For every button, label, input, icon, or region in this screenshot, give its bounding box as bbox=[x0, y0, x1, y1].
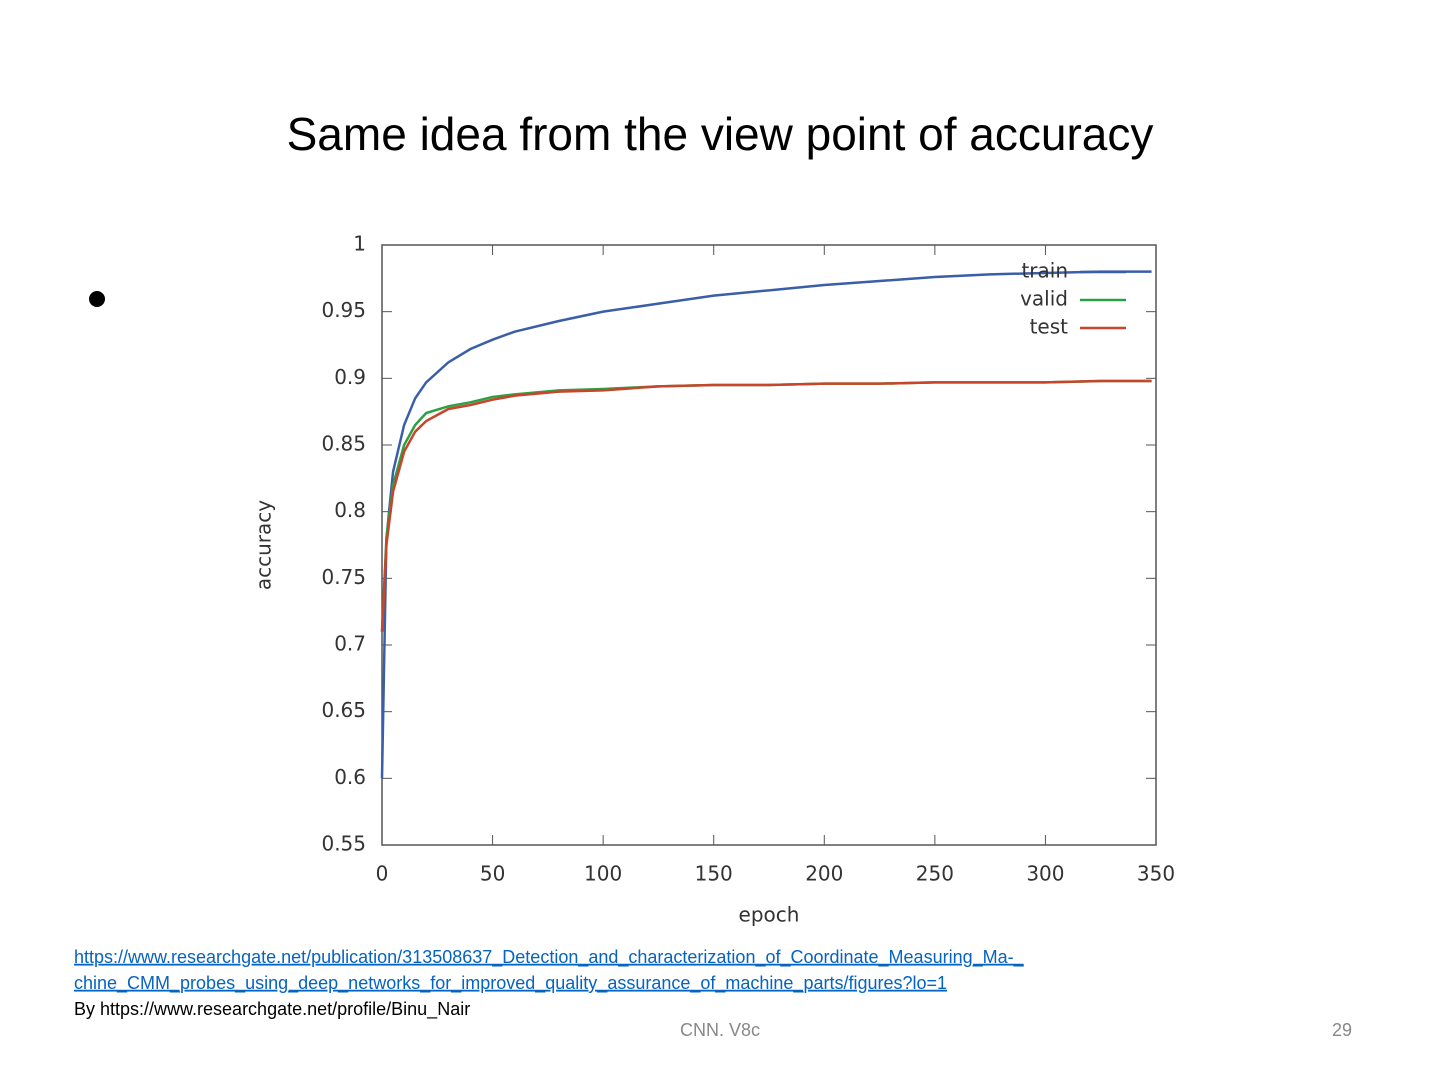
y-tick-label: 0.95 bbox=[321, 298, 366, 322]
line-series bbox=[380, 270, 1152, 779]
x-tick-label: 50 bbox=[480, 862, 505, 886]
y-tick-label: 1 bbox=[353, 232, 366, 256]
y-tick-label: 0.85 bbox=[321, 432, 366, 456]
y-tick-label: 0.8 bbox=[334, 498, 366, 522]
page-number: 29 bbox=[1332, 1020, 1352, 1040]
x-axis-label: epoch bbox=[739, 903, 800, 927]
chart: 0.55 0.6 0.65 0.7 0.75 0.8 0.85 0.9 0.95 1 0 50 100 1… bbox=[252, 232, 1176, 927]
x-tick-label: 200 bbox=[805, 862, 843, 886]
legend-label: valid bbox=[1020, 287, 1068, 311]
slide-title: Same idea from the view point of accurac… bbox=[287, 108, 1154, 160]
x-tick-label: 350 bbox=[1137, 862, 1175, 886]
attribution: By https://www.researchgate.net/profile/… bbox=[74, 999, 470, 1020]
y-tick-label: 0.9 bbox=[334, 365, 366, 389]
x-tick-label: 300 bbox=[1026, 862, 1064, 886]
bullet bbox=[89, 291, 105, 307]
line-series bbox=[380, 379, 1152, 632]
legend-label: train bbox=[1021, 259, 1068, 283]
y-tick-label: 0.65 bbox=[321, 698, 366, 722]
x-tick-label: 250 bbox=[916, 862, 954, 886]
source-link[interactable]: chine_CMM_probes_using_deep_networks_for… bbox=[74, 973, 947, 994]
y-tick-label: 0.7 bbox=[334, 632, 366, 656]
x-tick-label: 150 bbox=[695, 862, 733, 886]
footer: CNN. V8c bbox=[680, 1020, 760, 1040]
y-axis-label: accuracy bbox=[252, 500, 276, 590]
source-link[interactable]: https://www.researchgate.net/publication… bbox=[74, 947, 1025, 968]
legend-label: test bbox=[1030, 315, 1069, 339]
y-tick-label: 0.6 bbox=[334, 765, 366, 789]
y-tick-label: 0.55 bbox=[321, 832, 366, 856]
y-tick-label: 0.75 bbox=[321, 565, 366, 589]
x-tick-label: 100 bbox=[584, 862, 622, 886]
plot-frame bbox=[381, 244, 1157, 846]
x-tick-label: 0 bbox=[376, 862, 389, 886]
line-series bbox=[380, 379, 1152, 632]
